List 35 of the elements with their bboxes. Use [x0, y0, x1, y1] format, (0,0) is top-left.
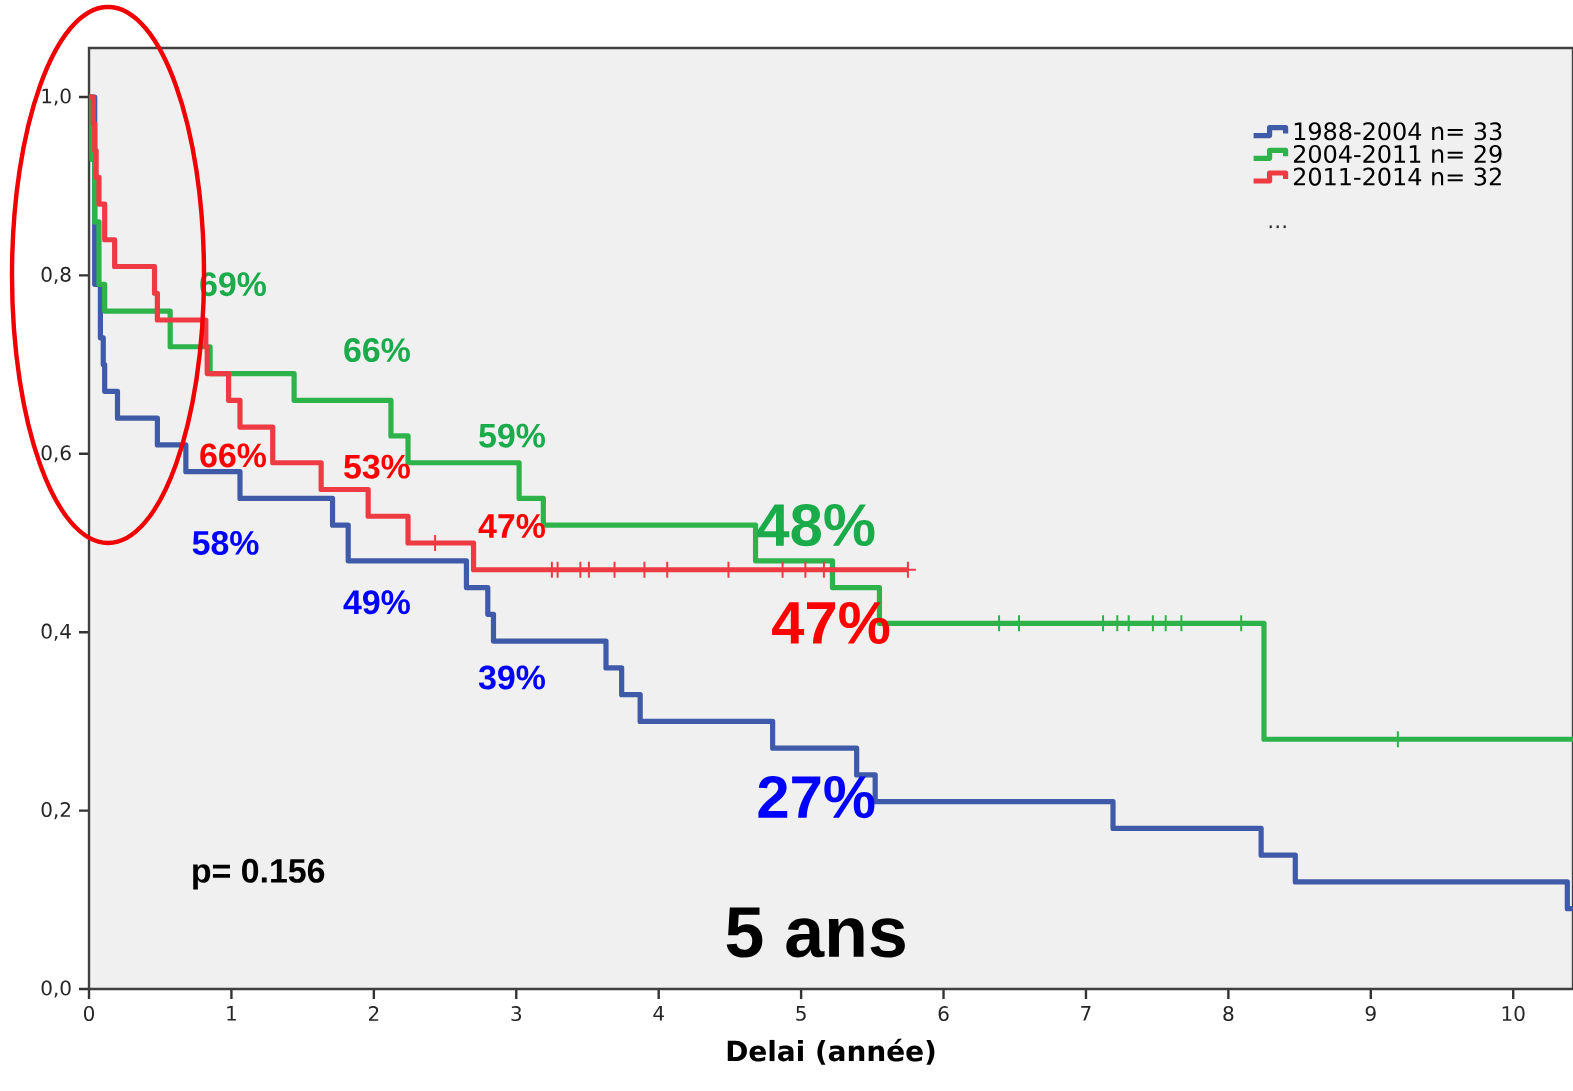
x-tick-label: 2	[368, 1006, 379, 1021]
legend-label: 2004-2011 n= 29	[1293, 144, 1502, 164]
annotation: 47%	[478, 514, 545, 538]
x-tick-label: 7	[1081, 1006, 1091, 1021]
annotation: 27%	[758, 775, 875, 819]
y-tick-label: 0,8	[41, 266, 71, 284]
annotation: ...	[1269, 225, 1286, 229]
y-tick-label: 0,6	[41, 445, 71, 463]
x-tick-label: 10	[1502, 1006, 1525, 1022]
y-tick-label: 0,2	[41, 802, 70, 820]
x-tick-label: 1	[227, 1006, 236, 1021]
annotation: 66%	[200, 443, 266, 468]
legend-label: 2011-2014 n= 32	[1293, 167, 1501, 186]
x-tick-label: 4	[653, 1006, 664, 1021]
annotation: 48%	[757, 503, 875, 547]
annotation: 39%	[478, 665, 545, 690]
annotation: 49%	[343, 590, 410, 615]
x-tick-label: 8	[1223, 1006, 1234, 1022]
annotation: 5 ans	[726, 907, 905, 958]
x-tick-label: 5	[796, 1006, 806, 1021]
annotation: 58%	[192, 530, 259, 555]
annotation: p= 0.156	[193, 858, 325, 890]
y-tick-label: 0,0	[41, 980, 71, 998]
annotation: 53%	[344, 454, 410, 479]
annotation: 59%	[479, 423, 545, 448]
x-tick-label: 9	[1365, 1006, 1376, 1022]
x-axis-title: Delai (année)	[727, 1038, 935, 1065]
x-tick-label: 6	[938, 1006, 949, 1022]
legend-label: 1988-2004 n= 33	[1294, 122, 1502, 141]
annotation: 66%	[344, 338, 410, 363]
x-tick-label: 0	[83, 1006, 95, 1022]
x-tick-label: 3	[511, 1006, 522, 1022]
annotation: 47%	[772, 601, 890, 644]
y-tick-label: 1,0	[42, 88, 71, 106]
y-tick-label: 0,4	[41, 623, 71, 641]
